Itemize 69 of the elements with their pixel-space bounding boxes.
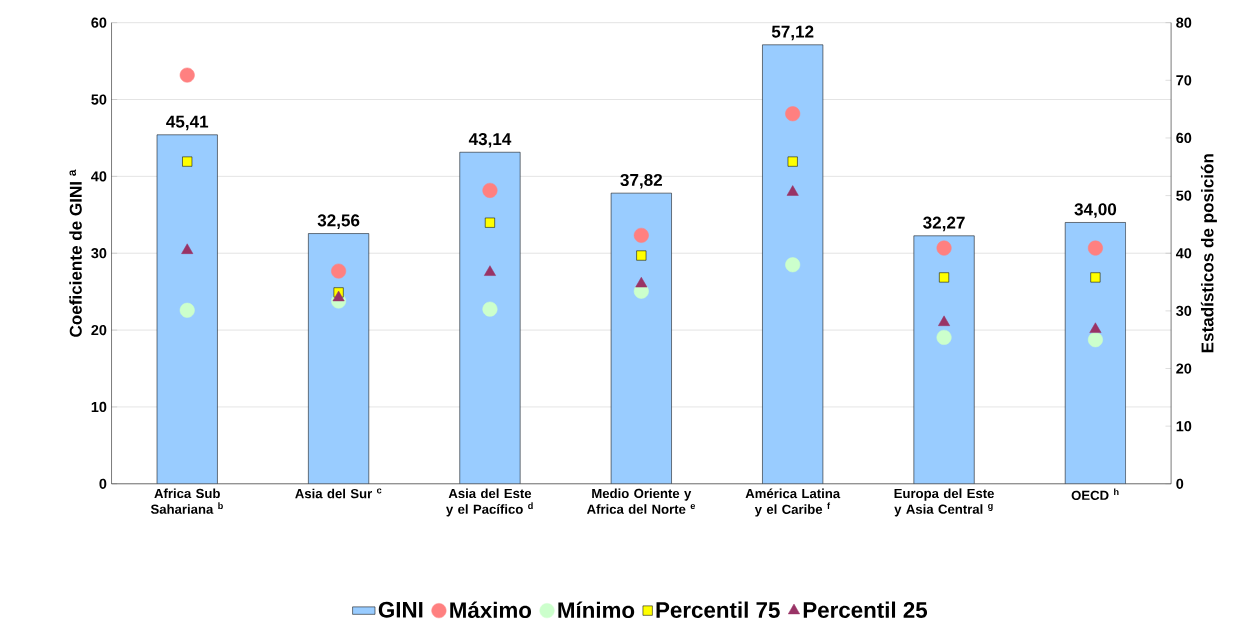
y2-tick-label: 30: [1176, 305, 1192, 317]
data-label: 43,14: [468, 133, 512, 148]
y2-tick-label: 40: [1175, 248, 1192, 259]
point: [786, 185, 799, 196]
point: [179, 67, 195, 83]
legend-label: Percentil 75: [656, 601, 780, 619]
x-tick-label: Asia del Sur $^{c}$: [295, 488, 382, 499]
point: [633, 228, 649, 244]
y-axis-title: Coeficiente de GINI $^{a}$: [69, 169, 82, 338]
point: [636, 250, 647, 261]
point: [938, 315, 951, 327]
point: [1087, 332, 1103, 348]
data-label: 32,56: [317, 214, 360, 230]
point: [936, 240, 952, 256]
y2-axis-title: Estadísticos de posición: [1200, 154, 1217, 353]
point: [936, 330, 952, 346]
x-tick-label: OECD $^{h}$: [1071, 488, 1119, 501]
legend-label: Percentil 25: [803, 601, 928, 619]
y-tick-label: 60: [91, 17, 107, 28]
data-label: 37,82: [620, 174, 663, 189]
y2-tick-label: 10: [1176, 421, 1192, 432]
y-tick-label: 20: [91, 325, 107, 336]
x-tick-label: América Latina y el Caribe $^{f}$: [745, 488, 841, 517]
bar: [308, 233, 369, 484]
y-tick-label: 10: [91, 402, 107, 413]
point: [484, 265, 496, 276]
y-tick-label: 40: [91, 171, 107, 182]
point: [785, 106, 801, 122]
point: [787, 156, 798, 167]
data-label: 32,27: [923, 216, 965, 232]
x-tick-label: Medio Oriente y Africa del Norte $^{e}$: [586, 488, 696, 515]
legend-label: Mínimo: [558, 601, 635, 619]
point: [182, 156, 193, 167]
y2-tick-label: 80: [1176, 17, 1192, 28]
bar: [1064, 222, 1126, 484]
bar: [762, 44, 823, 484]
bar: [157, 134, 218, 484]
y-tick-label: 50: [91, 94, 107, 105]
point: [635, 277, 648, 288]
point: [332, 290, 345, 302]
y2-tick-label: 70: [1176, 75, 1192, 86]
y-tick-label: 0: [99, 478, 107, 490]
y2-tick-label: 20: [1176, 363, 1192, 374]
point: [1090, 272, 1101, 283]
point: [1089, 322, 1102, 334]
bar: [459, 152, 521, 484]
x-tick-label: Africa Sub Sahariana $^{b}$: [150, 488, 223, 515]
y2-tick-label: 60: [1176, 133, 1192, 144]
data-label: 57,12: [771, 25, 814, 41]
bar: [913, 235, 975, 484]
point: [179, 302, 195, 318]
bar: [611, 193, 672, 484]
y2-tick-label: 50: [1176, 190, 1192, 201]
point: [1087, 240, 1103, 256]
y2-tick-label: 0: [1176, 478, 1184, 490]
point: [482, 183, 498, 199]
point: [785, 257, 801, 273]
x-tick-label: Asia del Este y el Pacífico $^{d}$: [446, 488, 533, 517]
data-label: 45,41: [166, 115, 209, 131]
point: [482, 301, 498, 317]
point: [331, 263, 347, 279]
data-label: 34,00: [1074, 203, 1117, 219]
point: [484, 217, 495, 228]
y-tick-label: 30: [91, 248, 107, 259]
point: [181, 243, 194, 255]
legend-label: GINI: [378, 602, 423, 618]
legend-label: Máximo: [450, 601, 532, 619]
point: [939, 272, 950, 283]
x-tick-label: Europa del Este y Asia Central $^{g}$: [894, 488, 994, 517]
